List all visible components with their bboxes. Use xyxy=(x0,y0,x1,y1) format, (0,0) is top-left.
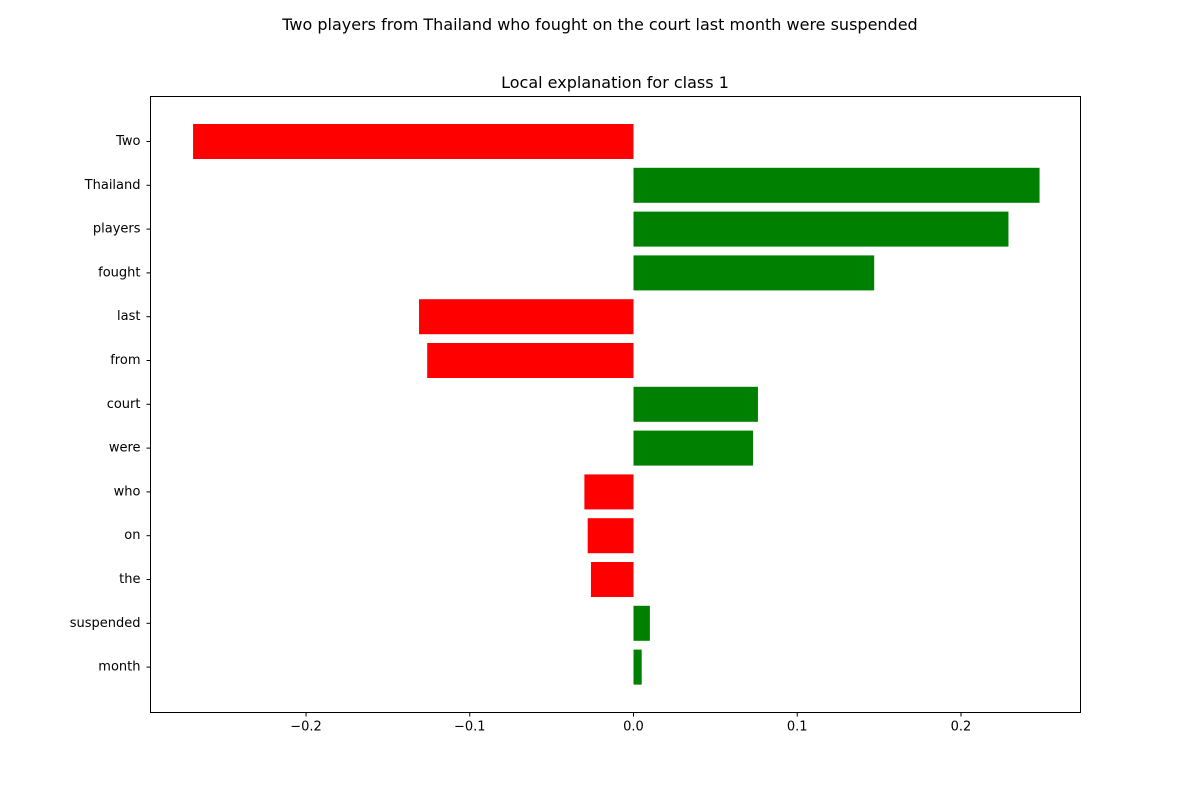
y-tick-label: Thailand xyxy=(84,178,141,193)
bar-from xyxy=(427,343,634,378)
bar-suspended xyxy=(633,605,650,641)
y-tick-label: were xyxy=(109,441,141,456)
y-tick-label: suspended xyxy=(70,616,141,631)
bar-fought xyxy=(633,255,875,291)
bar-on xyxy=(587,518,634,554)
bar-who xyxy=(584,474,634,510)
y-tick-label: Two xyxy=(115,134,140,149)
bar-last xyxy=(419,299,634,335)
bar-thailand xyxy=(633,167,1040,203)
bar-players xyxy=(633,211,1009,247)
y-tick-label: the xyxy=(119,572,140,587)
x-tick-label: −0.2 xyxy=(290,720,322,735)
figure-title: Two players from Thailand who fought on … xyxy=(281,15,917,34)
y-tick-label: court xyxy=(107,397,141,412)
y-axis: Two Thailand players fought last from court wer… xyxy=(70,134,151,675)
x-tick-label: −0.1 xyxy=(454,720,486,735)
y-tick-label: from xyxy=(110,353,140,368)
y-tick-label: month xyxy=(98,660,140,675)
bar-the xyxy=(590,562,634,597)
bar-two xyxy=(193,124,634,159)
y-tick-label: who xyxy=(114,484,141,499)
y-tick-label: fought xyxy=(98,265,140,280)
x-tick-label: 0.0 xyxy=(623,720,644,735)
bars-layer xyxy=(193,124,1040,685)
bar-month xyxy=(633,649,642,685)
x-tick-label: 0.1 xyxy=(787,720,808,735)
bar-court xyxy=(633,386,758,422)
y-tick-label: players xyxy=(93,222,141,237)
x-axis: −0.2 −0.1 0.0 0.1 0.2 xyxy=(290,712,972,735)
y-tick-label: last xyxy=(117,309,140,324)
axes-title: Local explanation for class 1 xyxy=(501,73,729,92)
bar-were xyxy=(633,430,754,466)
y-tick-label: on xyxy=(124,528,140,543)
x-tick-label: 0.2 xyxy=(951,720,972,735)
